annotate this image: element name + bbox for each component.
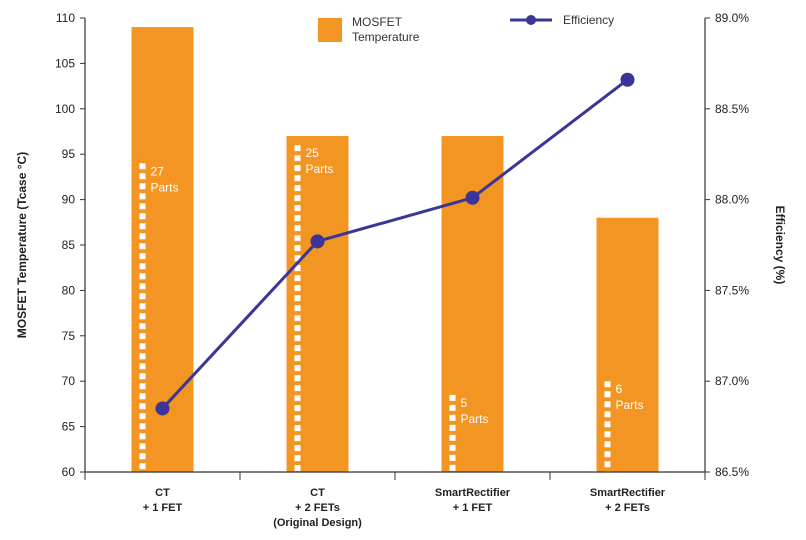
efficiency-point: [155, 401, 170, 416]
part-count-label: 25: [306, 146, 320, 160]
category-label: (Original Design): [273, 517, 362, 529]
legend: MOSFET Temperature Efficiency: [318, 13, 614, 44]
legend-line-label: Efficiency: [563, 13, 614, 27]
temperature-bar: [596, 217, 659, 472]
y-tick-label: 85: [62, 238, 76, 252]
legend-bar-swatch: [318, 18, 342, 42]
y2-tick-label: 87.5%: [715, 283, 749, 297]
y-tick-label: 95: [62, 147, 76, 161]
y-tick-label: 110: [56, 11, 75, 25]
legend-line-marker: [526, 15, 536, 25]
category-label: CT: [155, 487, 170, 499]
efficiency-point: [465, 190, 480, 205]
efficiency-point: [310, 234, 325, 249]
bar-layer: 27 Parts 25 Parts 5 Parts 6 Parts: [131, 27, 659, 473]
legend-bar-label-line1: MOSFET: [352, 15, 403, 29]
y2-tick-label: 88.5%: [715, 102, 749, 116]
category-label: + 1 FET: [453, 502, 493, 514]
efficiency-point: [620, 72, 635, 87]
part-count-label: 27: [151, 164, 165, 178]
part-count-label: Parts: [461, 412, 489, 426]
y2-tick-label: 89.0%: [715, 11, 749, 25]
y-axis-title: MOSFET Temperature (Tcase °C): [15, 152, 29, 338]
category-label: + 1 FET: [143, 502, 183, 514]
category-label: + 2 FETs: [295, 502, 340, 514]
part-count-label: Parts: [151, 180, 179, 194]
y-tick-label: 75: [62, 329, 76, 343]
part-count-label: 6: [616, 382, 623, 396]
efficiency-line: [161, 78, 629, 410]
category-label: SmartRectifier: [435, 487, 511, 499]
legend-bar-label-line2: Temperature: [352, 30, 420, 44]
part-count-label: 5: [461, 396, 468, 410]
y2-tick-label: 87.0%: [715, 374, 749, 388]
category-label: CT: [310, 487, 325, 499]
category-label: + 2 FETs: [605, 502, 650, 514]
y-tick-label: 65: [62, 420, 76, 434]
category-label: SmartRectifier: [590, 487, 666, 499]
y-tick-label: 70: [62, 374, 76, 388]
y-tick-label: 80: [62, 283, 76, 297]
y2-tick-label: 88.0%: [715, 193, 749, 207]
part-count-label: Parts: [616, 398, 644, 412]
axis-layer: 110105100959085807570656089.0%88.5%88.0%…: [55, 11, 749, 529]
y2-axis-title: Efficiency (%): [773, 206, 787, 285]
y-tick-label: 100: [55, 102, 75, 116]
y2-tick-label: 86.5%: [715, 465, 749, 479]
part-count-label: Parts: [306, 162, 334, 176]
line-layer: [155, 72, 635, 416]
y-tick-label: 60: [62, 465, 76, 479]
y-tick-label: 105: [55, 56, 75, 70]
y-tick-label: 90: [62, 193, 76, 207]
